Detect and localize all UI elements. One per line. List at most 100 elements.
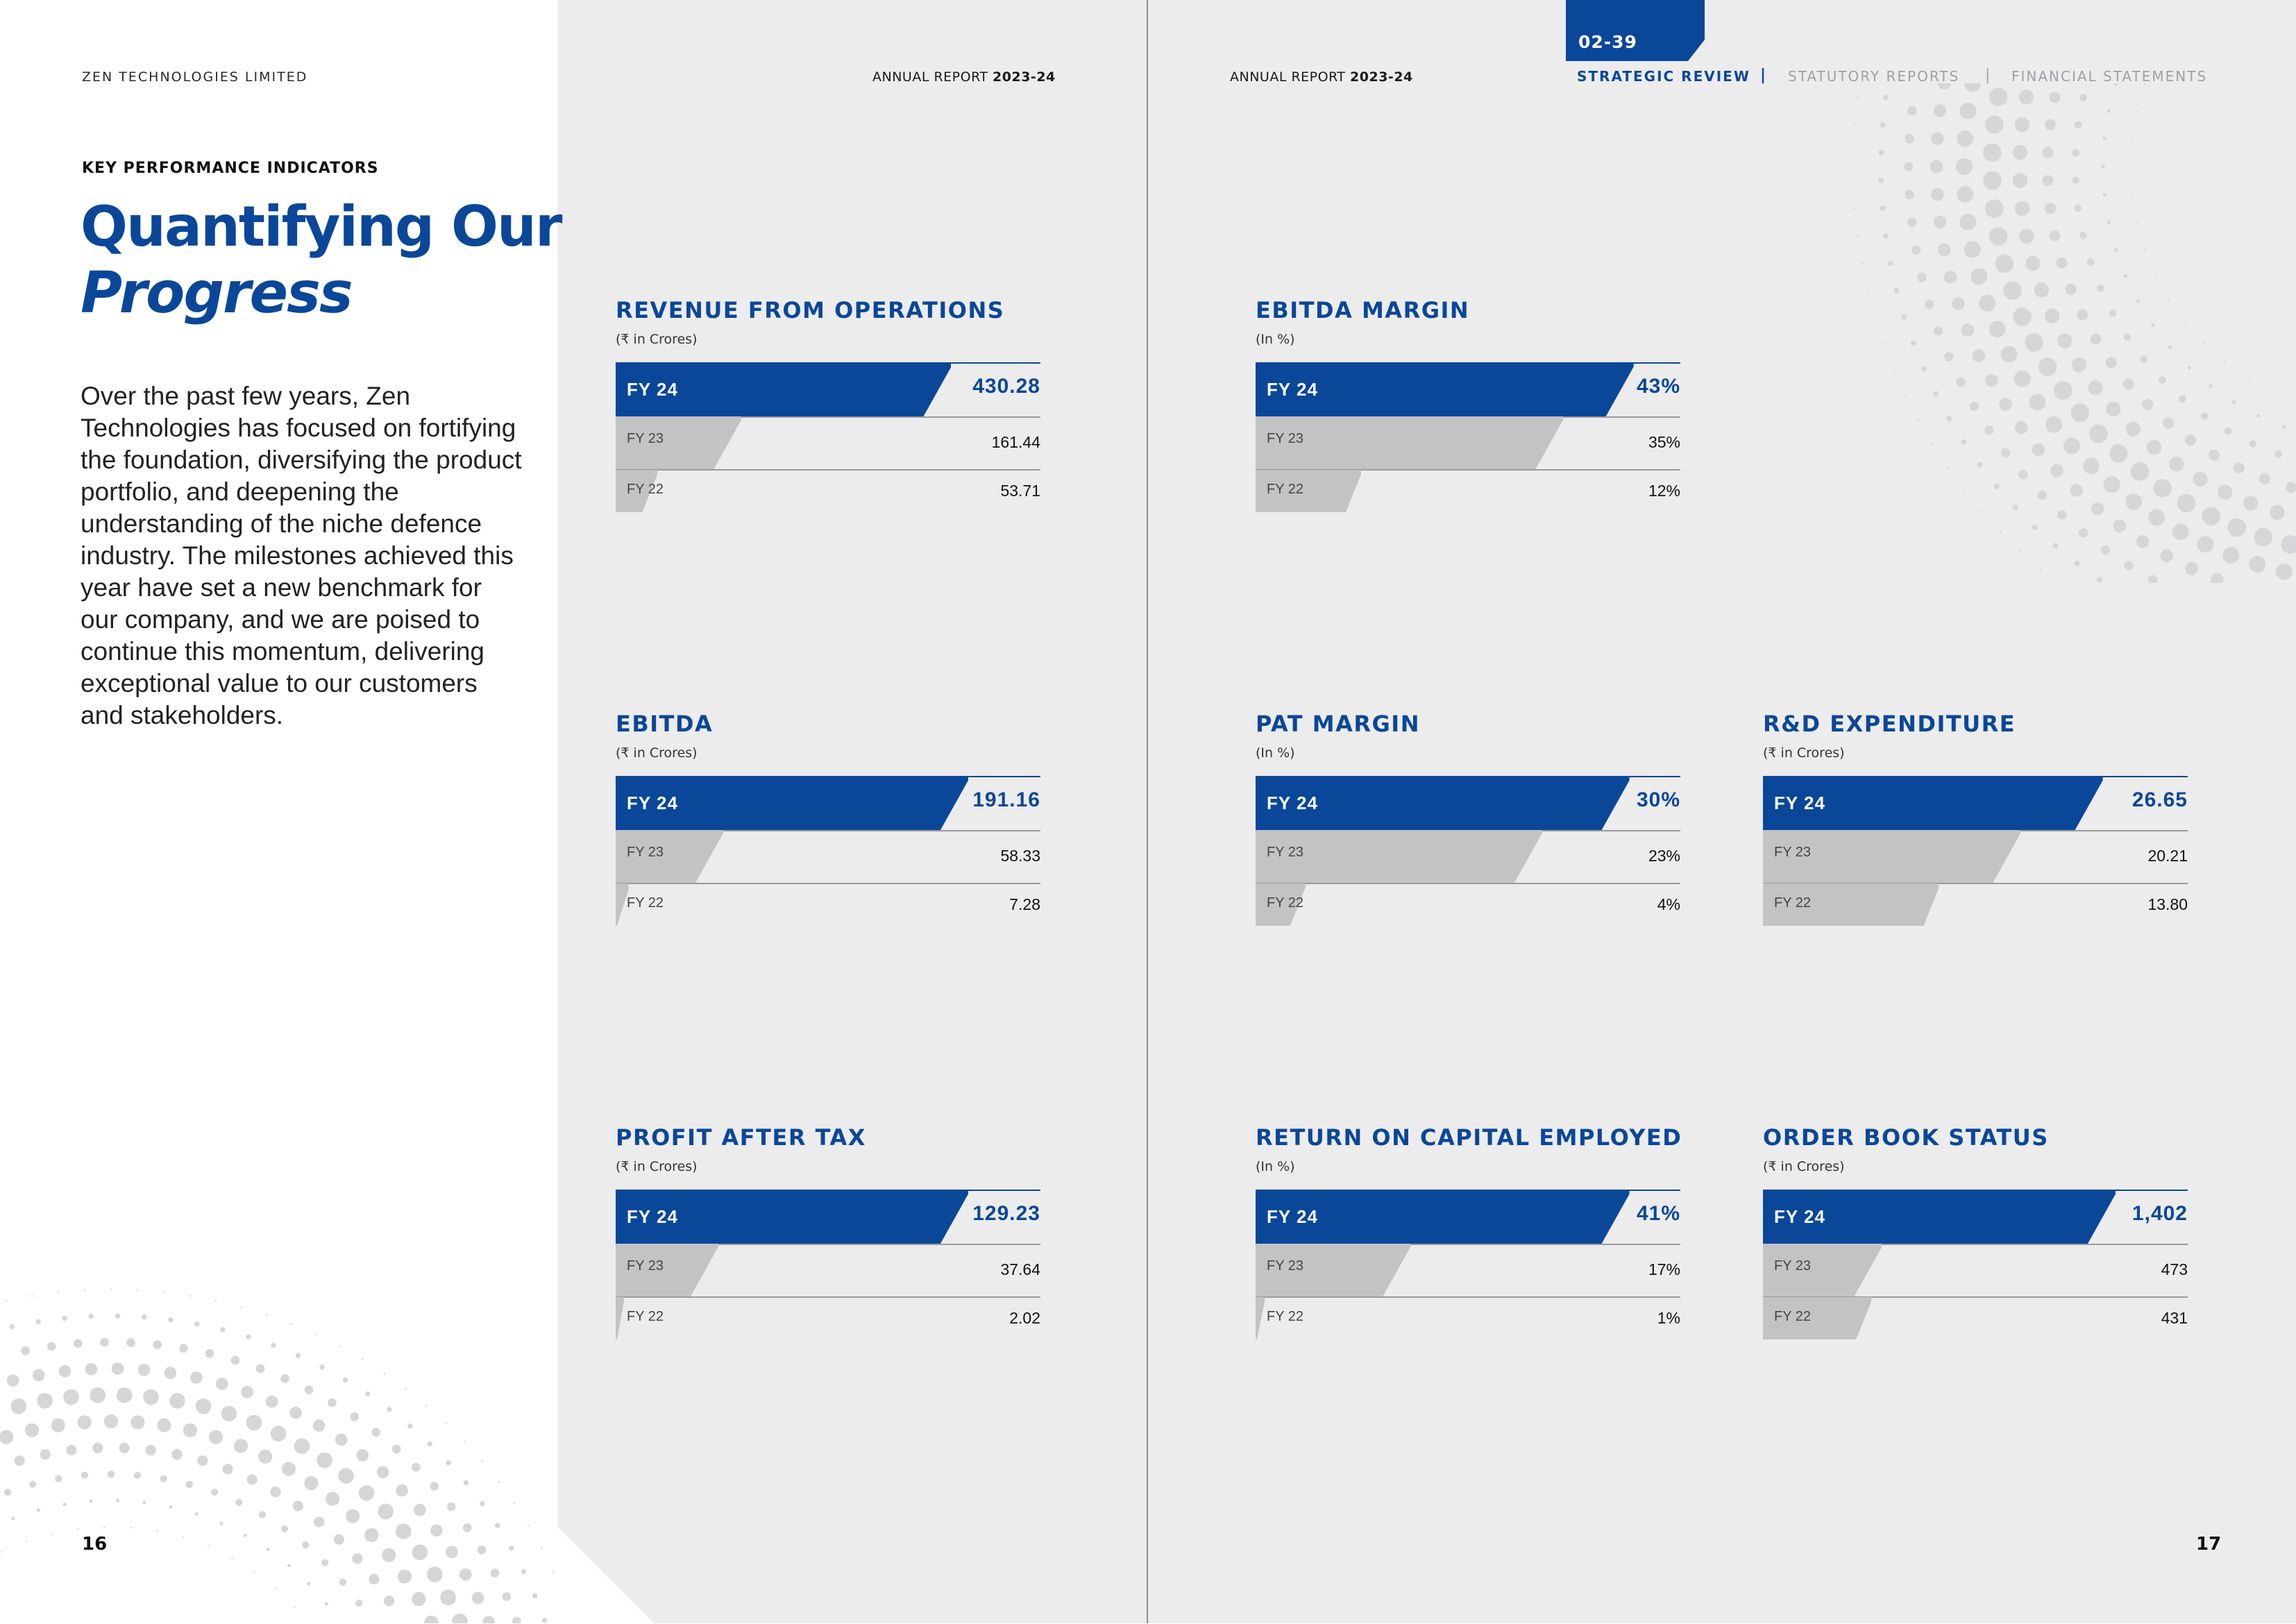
halftone-dot — [1925, 300, 1934, 309]
halftone-dot — [2136, 110, 2138, 112]
halftone-dot — [552, 1571, 554, 1573]
halftone-dot — [195, 1512, 199, 1516]
value-label: 12% — [1648, 482, 1680, 500]
halftone-dot — [343, 1378, 348, 1382]
halftone-dot — [103, 1526, 105, 1528]
halftone-dot — [1959, 214, 1976, 230]
kpi-unit: (₹ in Crores) — [1763, 1159, 2188, 1176]
halftone-dot — [382, 1548, 396, 1562]
value-label: 58.33 — [1000, 847, 1040, 865]
halftone-dot — [1888, 260, 1893, 266]
halftone-dot — [314, 1516, 324, 1527]
row-divider — [1256, 1296, 1680, 1298]
section-page-range-tab: 02-39 — [1566, 0, 1705, 61]
halftone-dot — [33, 1369, 45, 1382]
nav-financial-statements[interactable]: FINANCIAL STATEMENTS — [2011, 68, 2207, 85]
year-label: FY 24 — [627, 379, 678, 400]
halftone-dot — [1907, 106, 1916, 115]
halftone-dot — [2151, 323, 2154, 327]
halftone-dot — [447, 1503, 456, 1512]
halftone-dot — [1867, 290, 1869, 292]
halftone-dot — [2247, 378, 2248, 379]
halftone-dot — [2054, 381, 2073, 400]
halftone-dot — [143, 1389, 159, 1405]
halftone-dot — [414, 1504, 426, 1516]
halftone-dot — [1862, 262, 1864, 264]
kpi-unit: (₹ in Crores) — [616, 1159, 1040, 1176]
halftone-dot — [208, 1546, 209, 1547]
year-label: FY 24 — [1774, 1206, 1825, 1228]
halftone-dot — [1934, 216, 1947, 229]
halftone-dot — [346, 1509, 360, 1523]
value-label: 473 — [2161, 1260, 2188, 1279]
halftone-dot — [254, 1571, 255, 1573]
halftone-dot — [478, 1546, 487, 1555]
chart-top-rule — [1763, 776, 2188, 777]
halftone-dot — [1931, 188, 1944, 201]
halftone-dot — [2079, 232, 2087, 239]
halftone-dot — [100, 1338, 109, 1347]
halftone-dot — [59, 1365, 71, 1378]
halftone-dot — [0, 1430, 13, 1444]
halftone-dot — [29, 1481, 36, 1488]
halftone-dot — [2097, 577, 2102, 582]
halftone-dot — [2057, 334, 2072, 348]
kpi-unit: (In %) — [1256, 332, 1680, 348]
halftone-dot — [2013, 145, 2027, 160]
halftone-dot — [1963, 489, 1965, 491]
nav-statutory-reports[interactable]: STATUTORY REPORTS — [1788, 68, 1959, 85]
kpi-unit: (₹ in Crores) — [616, 332, 1040, 348]
chart-top-rule — [1763, 1190, 2188, 1191]
halftone-dot — [1893, 287, 1899, 293]
page-title-line1: Quantifying Our — [81, 196, 561, 258]
halftone-dot — [2087, 259, 2095, 267]
halftone-dot — [377, 1466, 389, 1479]
halftone-dot — [2209, 450, 2220, 461]
halftone-dot — [2168, 346, 2172, 349]
halftone-dot — [2019, 90, 2034, 104]
value-label: 30% — [1637, 788, 1680, 812]
company-name: ZEN TECHNOLOGIES LIMITED — [82, 69, 307, 85]
halftone-dot — [1921, 366, 1927, 372]
halftone-dot — [194, 1321, 199, 1326]
halftone-dot — [2025, 256, 2040, 271]
halftone-dot — [2184, 321, 2186, 323]
halftone-dot — [2057, 257, 2068, 269]
halftone-dot — [480, 1501, 484, 1506]
halftone-dot — [2114, 248, 2118, 251]
halftone-dot — [241, 1306, 242, 1308]
halftone-dot — [362, 1358, 363, 1360]
chart-top-rule — [1256, 776, 1680, 777]
chart-top-rule — [616, 776, 1040, 777]
chart-top-rule — [616, 1190, 1040, 1191]
halftone-dot — [384, 1596, 394, 1606]
halftone-dot — [392, 1445, 401, 1454]
halftone-dot — [85, 1363, 98, 1376]
kpi-unit: (In %) — [1256, 1159, 1680, 1176]
halftone-dot — [2003, 282, 2022, 301]
year-label: FY 23 — [1267, 1258, 1303, 1274]
halftone-dot — [2131, 462, 2150, 481]
halftone-dot — [2091, 502, 2104, 516]
halftone-dot — [2132, 194, 2133, 195]
halftone-dot — [2042, 147, 2053, 158]
halftone-dot — [495, 1523, 500, 1528]
kpi-title: ORDER BOOK STATUS — [1763, 1124, 2188, 1151]
halftone-dot — [220, 1327, 225, 1332]
halftone-dot — [1970, 269, 1987, 285]
value-label: 1% — [1657, 1309, 1680, 1328]
halftone-dot — [355, 1600, 362, 1607]
halftone-dot — [2045, 309, 2059, 323]
halftone-dot — [231, 1557, 233, 1559]
halftone-dot — [2224, 361, 2225, 362]
year-label: FY 22 — [1267, 482, 1303, 498]
halftone-dot — [316, 1453, 332, 1469]
nav-strategic-review[interactable]: STRATEGIC REVIEW — [1577, 68, 1750, 85]
halftone-dot — [77, 1528, 78, 1530]
halftone-dot — [1959, 103, 1976, 119]
halftone-dot — [2057, 510, 2066, 519]
